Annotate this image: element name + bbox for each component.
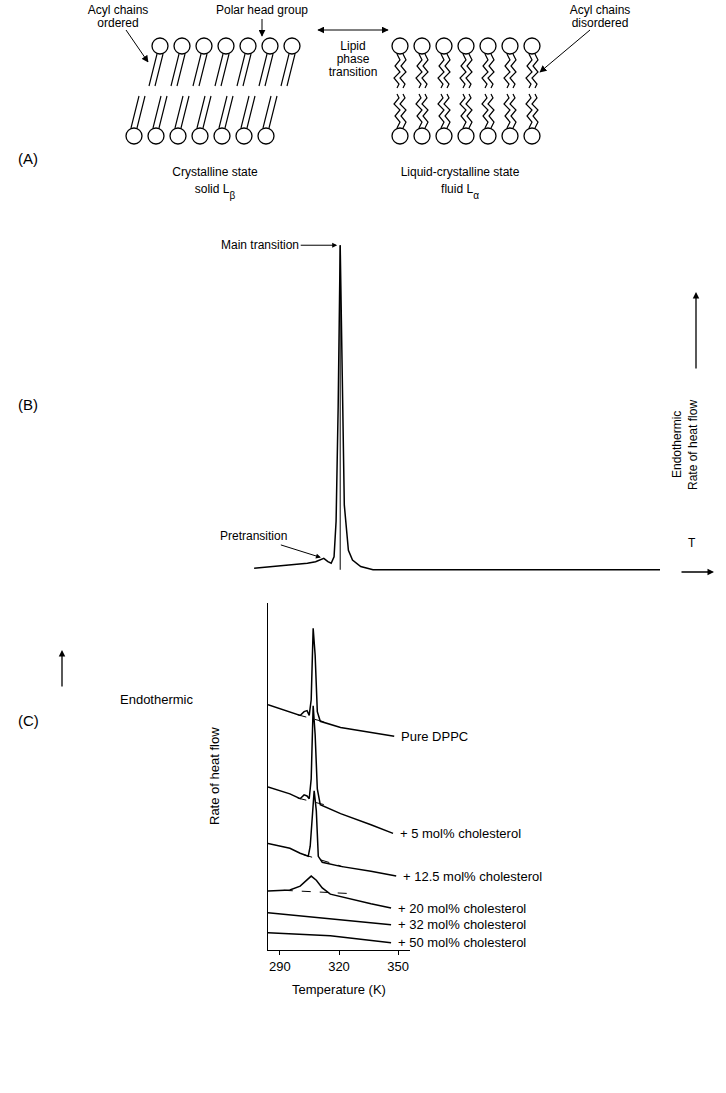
svg-text:Pretransition: Pretransition <box>220 529 287 543</box>
svg-text:Rate of heat flow: Rate of heat flow <box>207 727 222 825</box>
svg-text:ordered: ordered <box>97 16 138 30</box>
svg-text:Lipid: Lipid <box>340 39 365 53</box>
html-text:(B): (B) <box>18 396 38 413</box>
svg-text:Acyl chains: Acyl chains <box>570 3 631 17</box>
svg-text:+ 5 mol% cholesterol: + 5 mol% cholesterol <box>400 826 521 841</box>
svg-text:T: T <box>688 536 696 550</box>
html-text:(C): (C) <box>18 712 39 729</box>
svg-text:350: 350 <box>387 959 409 974</box>
svg-text:Polar head group: Polar head group <box>216 3 308 17</box>
svg-text:+ 20 mol% cholesterol: + 20 mol% cholesterol <box>398 901 526 916</box>
svg-text:290: 290 <box>269 959 291 974</box>
html-text:(A): (A) <box>18 150 38 167</box>
svg-text:Rate of heat flow: Rate of heat flow <box>686 400 700 490</box>
svg-text:disordered: disordered <box>572 16 629 30</box>
svg-text:transition: transition <box>329 65 378 79</box>
svg-text:Liquid-crystalline state: Liquid-crystalline state <box>401 165 520 179</box>
svg-text:+ 50 mol% cholesterol: + 50 mol% cholesterol <box>398 935 526 950</box>
svg-text:Endothermic: Endothermic <box>120 692 193 707</box>
svg-text:+ 12.5 mol% cholesterol: + 12.5 mol% cholesterol <box>403 869 542 884</box>
svg-text:Pure DPPC: Pure DPPC <box>401 729 468 744</box>
svg-text:320: 320 <box>328 959 350 974</box>
svg-text:Crystalline state: Crystalline state <box>172 165 258 179</box>
svg-text:Main transition: Main transition <box>221 238 299 252</box>
svg-text:Acyl chains: Acyl chains <box>88 3 149 17</box>
svg-text:phase: phase <box>337 52 370 66</box>
svg-text:solid Lβ: solid Lβ <box>195 182 236 201</box>
svg-text:Temperature (K): Temperature (K) <box>292 982 386 997</box>
svg-text:+ 32 mol% cholesterol: + 32 mol% cholesterol <box>398 917 526 932</box>
svg-text:Endothermic: Endothermic <box>670 411 684 478</box>
svg-text:fluid Lα: fluid Lα <box>441 182 479 201</box>
